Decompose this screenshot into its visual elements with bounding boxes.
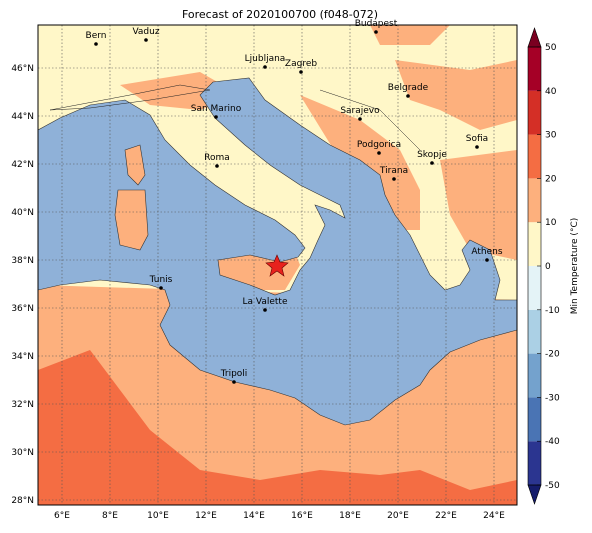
colorbar-tick-label: -10 (545, 306, 560, 316)
city-label: Tripoli (220, 369, 248, 379)
city-label: San Marino (191, 104, 242, 114)
lat-label: 46°N (11, 64, 34, 74)
city-label: Bern (86, 31, 107, 41)
colorbar-segment (528, 134, 541, 179)
colorbar-segment (528, 353, 541, 398)
colorbar-tick-label: -50 (545, 481, 560, 491)
city-label: Budapest (355, 19, 398, 29)
borders (49, 84, 421, 151)
map-frame (37, 24, 518, 506)
city-dot (358, 117, 362, 121)
cities: Bern Vaduz Budapest Ljubljana Zagreb Belgrade… (86, 19, 503, 384)
lon-label: 12°E (195, 511, 217, 521)
lat-label: 38°N (11, 256, 34, 266)
colorbar-tick-label: -30 (545, 393, 560, 403)
sea (38, 77, 517, 426)
graticule (38, 25, 517, 505)
city-dot (430, 161, 434, 165)
lon-label: 24°E (483, 511, 505, 521)
lat-label: 42°N (11, 160, 34, 170)
city-dot (159, 286, 163, 290)
lon-label: 20°E (387, 511, 409, 521)
city-dot (215, 164, 219, 168)
colorbar-tick-label: 0 (545, 262, 551, 272)
lon-label: 14°E (243, 511, 265, 521)
city-label: Sofia (466, 134, 488, 144)
lat-label: 28°N (11, 496, 34, 506)
colorbar-segment (528, 441, 541, 485)
city-dot (94, 42, 98, 46)
city-label: Tunis (149, 275, 173, 285)
city-label: Sarajevo (340, 106, 380, 116)
colorbar-arrow-high (527, 27, 542, 48)
city-label: La Valette (243, 297, 288, 307)
city-dot (144, 38, 148, 42)
lon-label: 22°E (435, 511, 457, 521)
colorbar-tick-label: -20 (545, 350, 560, 360)
city-dot (475, 145, 479, 149)
lon-label: 10°E (147, 511, 169, 521)
colorbar-segment (528, 222, 541, 266)
city-label: Ljubljana (245, 54, 286, 64)
title: Forecast of 2020100700 (f048-072) (182, 8, 378, 21)
city-dot (263, 308, 267, 312)
lat-label: 36°N (11, 304, 34, 314)
city-dot (232, 380, 236, 384)
lat-label: 44°N (11, 112, 34, 122)
colorbar-tick-label: 10 (545, 218, 557, 228)
lon-label: 16°E (291, 511, 313, 521)
colorbar-label: Min Temperature (°C) (570, 218, 580, 315)
colorbar-segment (528, 266, 541, 310)
city-label: Zagreb (285, 59, 317, 69)
colorbar-tick-label: 20 (545, 174, 557, 184)
colorbar-segment (528, 178, 541, 223)
city-label: Roma (204, 153, 230, 163)
colorbar-tick-label: -40 (545, 437, 560, 447)
colorbar: -50 -40 -30 -20 -10 0 10 20 30 40 50 Min Temperatur… (527, 27, 580, 505)
colorbar-segment (528, 90, 541, 135)
colorbar-segment (528, 309, 541, 354)
lon-label: 8°E (102, 511, 118, 521)
colorbar-tick-label: 40 (545, 87, 557, 97)
lat-label: 34°N (11, 352, 34, 362)
city-label: Belgrade (388, 83, 429, 93)
city-dot (299, 70, 303, 74)
city-label: Athens (471, 247, 502, 257)
city-dot (374, 30, 378, 34)
city-dot (485, 258, 489, 262)
city-dot (263, 65, 267, 69)
city-label: Tirana (379, 166, 408, 176)
lat-label: 40°N (11, 208, 34, 218)
city-label: Vaduz (132, 27, 159, 37)
city-label: Podgorica (357, 140, 401, 150)
lat-label: 30°N (11, 448, 34, 458)
colorbar-tick-label: 50 (545, 43, 557, 53)
city-dot (214, 115, 218, 119)
lat-label: 32°N (11, 400, 34, 410)
colorbar-segment (528, 47, 541, 91)
lon-label: 18°E (339, 511, 361, 521)
event-star (265, 254, 289, 277)
lon-label: 6°E (54, 511, 70, 521)
city-dot (392, 177, 396, 181)
city-label: Skopje (417, 150, 447, 160)
city-dot (377, 151, 381, 155)
colorbar-tick-label: 30 (545, 131, 557, 141)
islands (114, 144, 149, 251)
colorbar-segment (528, 397, 541, 442)
map-area (38, 25, 517, 505)
city-dot (406, 94, 410, 98)
colorbar-arrow-low (527, 484, 542, 505)
